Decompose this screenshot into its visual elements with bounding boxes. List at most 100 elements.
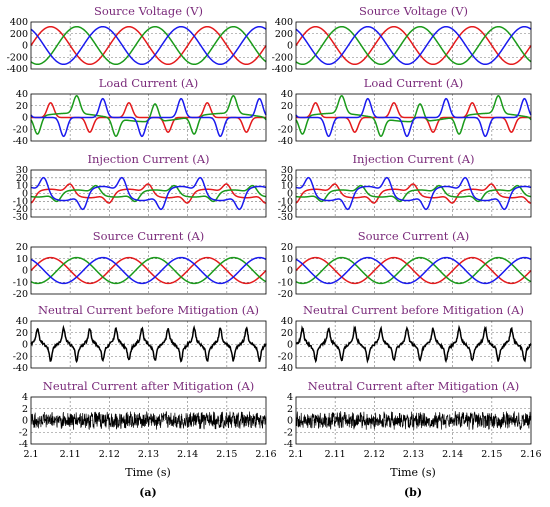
panel-frame: [295, 169, 532, 218]
column-label-a: (a): [139, 486, 157, 499]
series-line: [295, 256, 532, 285]
x-tick-label: 2.15: [216, 449, 237, 460]
y-tick-label: 20: [281, 173, 293, 184]
panel-title: Load Current (A): [99, 76, 198, 90]
panel-frame: [30, 21, 267, 70]
series-line: [295, 25, 532, 66]
series-line: [295, 411, 532, 431]
x-tick-label: 2.1: [23, 449, 38, 460]
panel-title: Neutral Current after Mitigation (A): [308, 379, 520, 393]
series-line: [30, 256, 267, 285]
y-tick-label: -4: [284, 439, 293, 450]
y-tick-label: 0: [287, 340, 293, 351]
y-tick-label: 4: [287, 392, 293, 403]
panel-frame: [295, 21, 532, 70]
y-tick-label: -20: [13, 351, 28, 362]
y-tick-label: -20: [278, 289, 293, 300]
series-line: [295, 25, 532, 66]
x-tick-label: 2.11: [325, 449, 346, 460]
y-tick-label: -20: [13, 289, 28, 300]
y-tick-label: 400: [275, 17, 293, 28]
y-tick-label: -200: [7, 52, 28, 63]
y-tick-label: 40: [281, 89, 293, 100]
y-tick-label: 40: [16, 89, 28, 100]
y-tick-label: 40: [281, 316, 293, 327]
y-tick-label: -2: [284, 427, 293, 438]
y-tick-label: 2: [287, 404, 293, 415]
y-tick-label: 0: [22, 340, 28, 351]
series-line: [295, 25, 532, 66]
y-tick-label: 20: [281, 328, 293, 339]
series-line: [30, 324, 267, 364]
y-tick-label: 200: [10, 29, 28, 40]
x-tick-label: 2.16: [520, 449, 541, 460]
y-tick-label: 30: [281, 165, 293, 176]
panel: Neutral Current before Mitigation (A) 402…: [278, 303, 532, 374]
y-tick-label: 0: [22, 113, 28, 124]
y-tick-label: 20: [16, 101, 28, 112]
series-line: [295, 324, 532, 364]
series-line: [30, 183, 267, 204]
y-tick-label: 0: [287, 41, 293, 52]
series-line: [30, 25, 267, 66]
series-line: [30, 256, 267, 285]
y-tick-label: 0: [287, 416, 293, 427]
y-tick-label: -40: [13, 136, 28, 147]
y-tick-label: -10: [278, 277, 293, 288]
y-tick-label: 0: [22, 189, 28, 200]
y-tick-label: 10: [281, 254, 293, 265]
panel-title: Neutral Current before Mitigation (A): [38, 303, 259, 317]
y-tick-label: -200: [272, 52, 293, 63]
y-tick-label: -2: [19, 427, 28, 438]
x-axis-label-a: Time (s): [125, 466, 171, 479]
y-tick-label: 30: [16, 165, 28, 176]
panel-frame: [295, 396, 532, 445]
panel-frame: [30, 246, 267, 295]
x-tick-label: 2.16: [255, 449, 276, 460]
x-tick-label: 2.14: [442, 449, 463, 460]
y-tick-label: -40: [13, 363, 28, 374]
panel-frame: [30, 169, 267, 218]
panel: Neutral Current after Mitigation (A)420-…: [19, 379, 277, 460]
y-tick-label: -40: [278, 136, 293, 147]
panel-frame: [295, 246, 532, 295]
x-axis-label-b: Time (s): [390, 466, 436, 479]
y-tick-label: 400: [10, 17, 28, 28]
panel-frame: [295, 320, 532, 369]
y-tick-label: -20: [13, 204, 28, 215]
y-tick-label: 20: [16, 173, 28, 184]
series-line: [295, 97, 532, 138]
y-tick-label: -40: [278, 363, 293, 374]
series-line: [295, 256, 532, 285]
x-tick-label: 2.12: [99, 449, 120, 460]
y-tick-label: -20: [278, 204, 293, 215]
y-tick-label: 200: [275, 29, 293, 40]
panel-title: Load Current (A): [364, 76, 463, 90]
x-tick-label: 2.1: [288, 449, 303, 460]
y-tick-label: -30: [13, 212, 28, 223]
series-line: [295, 256, 532, 285]
panel-frame: [30, 396, 267, 445]
y-tick-label: 0: [287, 266, 293, 277]
y-tick-label: 2: [22, 404, 28, 415]
panel-title: Source Voltage (V): [94, 4, 203, 18]
y-tick-label: -20: [13, 124, 28, 135]
y-tick-label: 20: [16, 328, 28, 339]
y-tick-label: -20: [278, 351, 293, 362]
y-tick-label: 20: [16, 242, 28, 253]
panel-title: Neutral Current before Mitigation (A): [303, 303, 524, 317]
panel-frame: [30, 93, 267, 142]
x-tick-label: 2.15: [481, 449, 502, 460]
series-line: [30, 256, 267, 285]
x-tick-label: 2.14: [177, 449, 198, 460]
x-tick-label: 2.13: [138, 449, 159, 460]
y-tick-label: 0: [22, 416, 28, 427]
panel-title: Source Current (A): [358, 229, 470, 243]
